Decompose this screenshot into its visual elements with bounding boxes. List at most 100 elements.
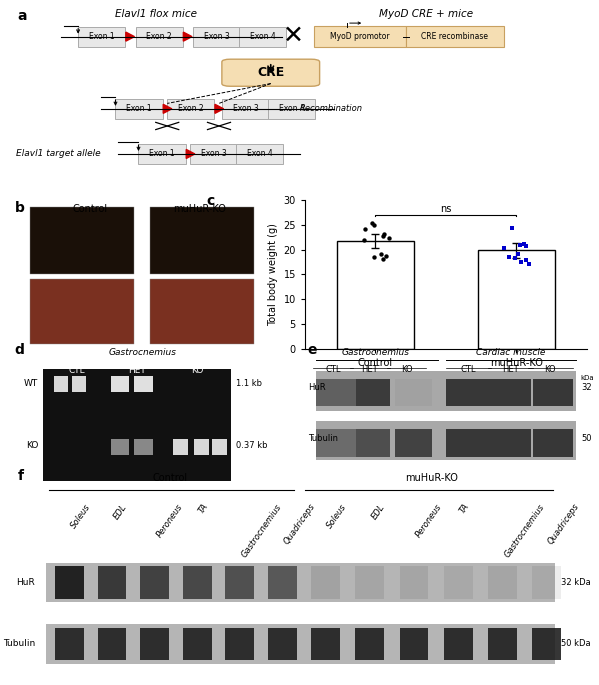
Text: EDL: EDL	[370, 502, 386, 521]
Text: Tubulin: Tubulin	[3, 639, 35, 649]
FancyBboxPatch shape	[213, 439, 227, 456]
Text: f: f	[18, 469, 24, 483]
FancyBboxPatch shape	[488, 566, 517, 599]
Text: HET: HET	[128, 366, 146, 375]
Text: MyoD CRE + mice: MyoD CRE + mice	[379, 9, 473, 18]
FancyBboxPatch shape	[47, 624, 555, 664]
Text: Exon 2: Exon 2	[146, 32, 172, 41]
Text: 32: 32	[582, 383, 592, 392]
Point	[367, 217, 377, 228]
Text: muHuR-KO: muHuR-KO	[406, 473, 458, 483]
FancyBboxPatch shape	[316, 429, 356, 457]
FancyBboxPatch shape	[533, 566, 561, 599]
Point	[513, 249, 523, 260]
FancyBboxPatch shape	[222, 59, 320, 86]
FancyBboxPatch shape	[406, 26, 504, 47]
Text: Exon 4: Exon 4	[279, 104, 304, 113]
FancyBboxPatch shape	[116, 99, 163, 119]
Text: EDL: EDL	[112, 502, 129, 521]
FancyBboxPatch shape	[268, 566, 297, 599]
FancyBboxPatch shape	[356, 379, 389, 406]
Point	[379, 253, 388, 264]
Text: WT: WT	[24, 379, 38, 388]
Polygon shape	[126, 32, 134, 41]
FancyBboxPatch shape	[446, 429, 488, 457]
Point	[384, 232, 394, 243]
Text: muHuR-KO: muHuR-KO	[173, 204, 226, 214]
Text: CTL: CTL	[69, 366, 86, 375]
Point	[524, 258, 533, 269]
FancyBboxPatch shape	[400, 566, 428, 599]
Text: Recombination: Recombination	[300, 104, 362, 113]
Bar	[337, 241, 415, 349]
Text: KO: KO	[190, 366, 203, 375]
Point	[360, 223, 370, 234]
Text: Gastrocnemius: Gastrocnemius	[108, 347, 176, 357]
Text: Peroneus: Peroneus	[414, 502, 443, 539]
FancyBboxPatch shape	[98, 566, 126, 599]
Point	[500, 242, 509, 253]
Text: Quadriceps: Quadriceps	[282, 502, 317, 547]
Text: HuR: HuR	[16, 578, 35, 587]
FancyBboxPatch shape	[355, 627, 384, 660]
FancyBboxPatch shape	[150, 208, 254, 275]
FancyBboxPatch shape	[400, 627, 428, 660]
Polygon shape	[186, 149, 195, 158]
Text: CRE recombinase: CRE recombinase	[421, 32, 488, 41]
Text: Tubulin: Tubulin	[308, 434, 338, 443]
FancyBboxPatch shape	[98, 627, 126, 660]
Text: KO: KO	[26, 441, 38, 450]
Text: Exon 3: Exon 3	[201, 149, 226, 158]
FancyBboxPatch shape	[72, 376, 86, 393]
Text: Exon 1: Exon 1	[149, 149, 175, 158]
Text: Control: Control	[72, 204, 108, 214]
Text: 50: 50	[582, 434, 592, 443]
FancyBboxPatch shape	[111, 439, 129, 456]
Point	[521, 240, 531, 251]
FancyBboxPatch shape	[30, 279, 134, 345]
Text: TA: TA	[458, 502, 471, 516]
FancyBboxPatch shape	[533, 627, 561, 660]
Text: Exon 4: Exon 4	[250, 32, 276, 41]
Text: Exon 3: Exon 3	[232, 104, 258, 113]
FancyBboxPatch shape	[183, 627, 211, 660]
FancyBboxPatch shape	[488, 429, 531, 457]
FancyBboxPatch shape	[534, 379, 573, 406]
Text: CTL: CTL	[325, 365, 341, 374]
Text: ns: ns	[440, 204, 452, 214]
FancyBboxPatch shape	[78, 27, 125, 47]
FancyBboxPatch shape	[534, 429, 573, 457]
FancyBboxPatch shape	[446, 379, 488, 406]
Point	[369, 251, 379, 262]
Text: Peroneus: Peroneus	[155, 502, 184, 539]
FancyBboxPatch shape	[395, 429, 432, 457]
FancyBboxPatch shape	[268, 627, 297, 660]
FancyBboxPatch shape	[311, 627, 340, 660]
FancyBboxPatch shape	[140, 566, 169, 599]
FancyBboxPatch shape	[43, 369, 231, 482]
FancyBboxPatch shape	[395, 379, 432, 406]
Point	[516, 256, 525, 267]
FancyBboxPatch shape	[314, 26, 406, 47]
Point	[510, 253, 520, 264]
Text: CTL: CTL	[461, 365, 476, 374]
FancyBboxPatch shape	[239, 27, 286, 47]
FancyBboxPatch shape	[134, 376, 153, 393]
Text: TA: TA	[197, 502, 210, 516]
Text: Soleus: Soleus	[69, 502, 93, 530]
FancyBboxPatch shape	[444, 566, 473, 599]
FancyBboxPatch shape	[311, 566, 340, 599]
FancyBboxPatch shape	[316, 379, 356, 406]
Text: KO: KO	[401, 365, 412, 374]
Point	[515, 239, 525, 250]
Text: Gastrocnemius: Gastrocnemius	[240, 502, 283, 559]
FancyBboxPatch shape	[55, 566, 84, 599]
Bar	[478, 250, 555, 349]
FancyBboxPatch shape	[135, 27, 183, 47]
FancyBboxPatch shape	[355, 566, 384, 599]
FancyBboxPatch shape	[268, 99, 315, 119]
FancyBboxPatch shape	[138, 144, 186, 164]
Text: ✕: ✕	[283, 24, 304, 48]
Text: HET: HET	[503, 365, 519, 374]
Text: Exon 4: Exon 4	[247, 149, 273, 158]
